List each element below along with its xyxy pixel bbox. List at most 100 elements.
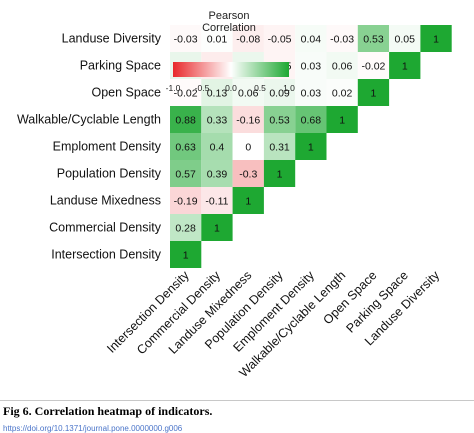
cell-value-label: -0.03 bbox=[330, 34, 354, 46]
cell-value-label: 0.39 bbox=[207, 169, 228, 181]
color-legend: Pearson Correlation -1.0 -0.5 0.0 0.5 1.0 bbox=[166, 10, 296, 93]
heatmap-cell bbox=[170, 133, 202, 160]
heatmap-cell bbox=[295, 133, 327, 160]
row-label: Population Density bbox=[57, 167, 162, 181]
row-label: Landuse Mixedness bbox=[50, 194, 161, 208]
cell-value-label: 0 bbox=[245, 142, 251, 154]
cell-value-label: 0.13 bbox=[207, 88, 228, 100]
legend-tick-label: -0.5 bbox=[195, 83, 210, 93]
legend-tick-label: -1.0 bbox=[166, 83, 181, 93]
row-label: Intersection Density bbox=[51, 248, 162, 262]
heatmap-cell bbox=[232, 79, 264, 106]
heatmap-cell bbox=[201, 133, 233, 160]
heatmap-cell bbox=[389, 25, 421, 52]
heatmap-cell bbox=[295, 79, 327, 106]
cell-value-label: 1 bbox=[308, 142, 314, 154]
cell-value-label: 1 bbox=[277, 169, 283, 181]
cell-value-label: 0.57 bbox=[175, 169, 196, 181]
heatmap-cell bbox=[295, 106, 327, 133]
cell-value-label: 0.68 bbox=[301, 115, 322, 127]
row-label: Emploment Density bbox=[53, 140, 162, 154]
legend-title-line2: Correlation bbox=[202, 22, 256, 34]
heatmap-cell bbox=[232, 133, 264, 160]
heatmap-cell bbox=[201, 214, 233, 241]
heatmap-cell bbox=[232, 160, 264, 187]
heatmap-cell bbox=[326, 79, 358, 106]
cell-value-label: 0.05 bbox=[395, 34, 416, 46]
heatmap-cell bbox=[263, 106, 296, 133]
cell-value-label: 0.01 bbox=[207, 34, 228, 46]
cell-value-label: 0.09 bbox=[269, 88, 290, 100]
cell-value-label: -0.3 bbox=[239, 169, 257, 181]
heatmap-cell bbox=[357, 52, 390, 79]
heatmap-cell bbox=[170, 25, 202, 52]
heatmap-cell bbox=[263, 133, 296, 160]
heatmap-cell bbox=[170, 241, 202, 268]
cell-value-label: 0.88 bbox=[175, 115, 196, 127]
row-label: Walkable/Cyclable Length bbox=[17, 113, 161, 127]
cell-value-label: -0.19 bbox=[174, 196, 198, 208]
row-label: Landuse Diversity bbox=[62, 32, 162, 46]
cell-value-label: 1 bbox=[214, 223, 220, 235]
cell-value-label: 0.63 bbox=[175, 142, 196, 154]
heatmap-cell bbox=[201, 187, 233, 214]
legend-tick-label: 1.0 bbox=[283, 83, 295, 93]
heatmap-cell bbox=[170, 187, 202, 214]
cell-value-label: 1 bbox=[433, 34, 439, 46]
row-label: Commercial Density bbox=[49, 221, 162, 235]
heatmap-cell bbox=[389, 52, 421, 79]
cell-value-label: 0.53 bbox=[269, 115, 290, 127]
cell-value-label: 0.06 bbox=[238, 88, 259, 100]
heatmap-cell bbox=[326, 25, 358, 52]
heatmap-cell bbox=[232, 187, 264, 214]
cell-value-label: 0.33 bbox=[207, 115, 228, 127]
cell-value-label: 1 bbox=[183, 250, 189, 262]
legend-ticks: -1.0 -0.5 0.0 0.5 1.0 bbox=[166, 83, 296, 93]
cell-value-label: 1 bbox=[339, 115, 345, 127]
cell-value-label: 0.04 bbox=[301, 34, 322, 46]
heatmap-cell bbox=[170, 160, 202, 187]
cell-value-label: 0.31 bbox=[269, 142, 290, 154]
cell-value-label: -0.02 bbox=[174, 88, 198, 100]
doi-link[interactable]: https://doi.org/10.1371/journal.pone.000… bbox=[3, 424, 183, 433]
cell-value-label: 0.02 bbox=[332, 88, 353, 100]
cell-value-label: -0.11 bbox=[205, 196, 228, 208]
heatmap-cell bbox=[170, 79, 202, 106]
legend-tick-label: 0.5 bbox=[254, 83, 266, 93]
heatmap-cell bbox=[170, 106, 202, 133]
row-labels: Intersection Density Commercial Density La… bbox=[17, 32, 162, 262]
heatmap-cell bbox=[326, 106, 358, 133]
heatmap-cell bbox=[263, 160, 296, 187]
cell-value-label: 1 bbox=[402, 61, 408, 73]
heatmap-cell bbox=[232, 106, 264, 133]
legend-tick-label: 0.0 bbox=[225, 83, 237, 93]
cell-value-label: -0.08 bbox=[236, 34, 260, 46]
legend-title-line1: Pearson bbox=[209, 10, 250, 22]
heatmap-cell bbox=[295, 52, 327, 79]
legend-color-bar bbox=[173, 62, 289, 77]
heatmap-cell bbox=[201, 160, 233, 187]
cell-value-label: -0.05 bbox=[268, 34, 292, 46]
cell-value-label: -0.02 bbox=[361, 61, 385, 73]
heatmap-cell bbox=[201, 106, 233, 133]
heatmap-cell bbox=[170, 214, 202, 241]
heatmap-cell bbox=[420, 25, 452, 52]
heatmap-cell bbox=[263, 79, 296, 106]
caption-divider bbox=[0, 400, 474, 401]
cell-value-label: 1 bbox=[245, 196, 251, 208]
heatmap-cell bbox=[232, 25, 264, 52]
cell-value-label: -0.16 bbox=[236, 115, 260, 127]
heatmap-cell bbox=[357, 25, 390, 52]
cell-value-label: 0.03 bbox=[301, 61, 322, 73]
correlation-heatmap: 1 0.28 1 -0.19 -0.11 1 0.57 0.39 -0.3 1 0.63 0.4 0 0.… bbox=[17, 10, 452, 380]
cell-value-label: 0.06 bbox=[332, 61, 353, 73]
heatmap-cell bbox=[326, 52, 358, 79]
cell-value-label: 0.4 bbox=[210, 142, 225, 154]
heatmap-cell bbox=[357, 79, 390, 106]
cell-value-label: 0.53 bbox=[363, 34, 384, 46]
heatmap-cell bbox=[201, 25, 233, 52]
heatmap-cell bbox=[295, 25, 327, 52]
heatmap-cells: 1 0.28 1 -0.19 -0.11 1 0.57 0.39 -0.3 1 0.63 0.4 0 0.… bbox=[170, 25, 452, 268]
figure-caption: Fig 6. Correlation heatmap of indicators… bbox=[3, 404, 213, 418]
cell-value-label: 0.03 bbox=[301, 88, 322, 100]
